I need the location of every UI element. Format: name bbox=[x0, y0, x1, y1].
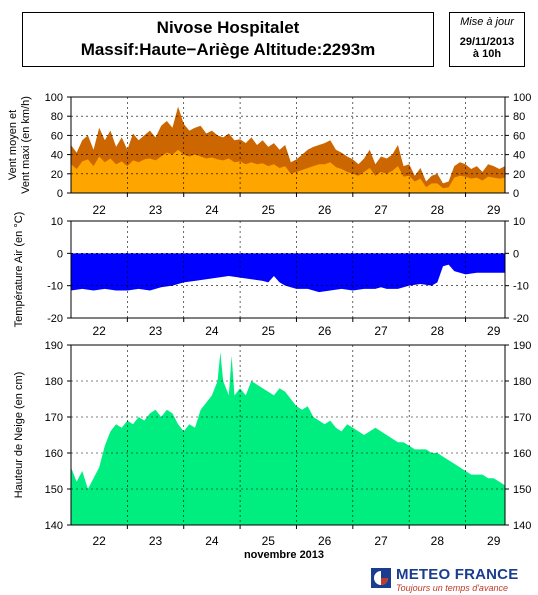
y-tick-label-left: 190 bbox=[45, 340, 63, 352]
y-tick-label-left: 40 bbox=[51, 150, 63, 162]
wind-y-axis-label-line: Vent maxi (en km/h) bbox=[20, 96, 32, 194]
day-label: 27 bbox=[374, 534, 388, 548]
y-tick-label-left: 80 bbox=[51, 111, 63, 123]
day-label: 22 bbox=[93, 203, 107, 217]
y-tick-label-right: 140 bbox=[513, 520, 531, 532]
month-label: novembre 2013 bbox=[244, 549, 324, 561]
y-tick-label-right: 40 bbox=[513, 150, 525, 162]
y-tick-label-left: 180 bbox=[45, 376, 63, 388]
wind-y-axis-label: Vent moyen etVent maxi (en km/h) bbox=[7, 96, 32, 194]
y-tick-label-left: 100 bbox=[45, 92, 63, 104]
day-label: 28 bbox=[431, 324, 445, 338]
day-label: 24 bbox=[205, 324, 219, 338]
day-label: 26 bbox=[318, 324, 332, 338]
y-tick-label-right: 190 bbox=[513, 340, 531, 352]
station-title-box: Nivose Hospitalet Massif:Haute−Ariège Al… bbox=[22, 12, 434, 67]
snow-y-axis-label: Hauteur de Neige (en cm) bbox=[13, 372, 25, 499]
y-tick-label-left: 0 bbox=[57, 248, 63, 260]
panel-frame bbox=[70, 220, 506, 319]
day-label: 29 bbox=[487, 534, 501, 548]
panel-frame bbox=[70, 344, 506, 526]
y-tick-label-left: 140 bbox=[45, 520, 63, 532]
day-label: 26 bbox=[318, 203, 332, 217]
day-label: 24 bbox=[205, 203, 219, 217]
temperature-area bbox=[71, 253, 505, 293]
y-tick-label-right: 170 bbox=[513, 412, 531, 424]
meteo-france-logo: METEO FRANCE Toujours un temps d'avance bbox=[371, 566, 531, 593]
day-label: 24 bbox=[205, 534, 219, 548]
y-tick-label-left: 170 bbox=[45, 412, 63, 424]
y-tick-label-right: 100 bbox=[513, 92, 531, 104]
y-tick-label-left: 0 bbox=[57, 188, 63, 200]
y-tick-label-right: 150 bbox=[513, 484, 531, 496]
y-tick-label-left: 10 bbox=[51, 216, 63, 228]
day-label: 28 bbox=[431, 534, 445, 548]
y-tick-label-right: 60 bbox=[513, 130, 525, 142]
y-tick-label-right: 0 bbox=[513, 188, 519, 200]
panel-frame bbox=[70, 96, 506, 194]
day-label: 25 bbox=[262, 324, 276, 338]
y-tick-label-left: 20 bbox=[51, 169, 63, 181]
update-time: à 10h bbox=[472, 48, 502, 60]
station-name: Nivose Hospitalet bbox=[156, 18, 300, 37]
meteo-france-logo-icon bbox=[371, 568, 391, 588]
y-tick-label-right: 10 bbox=[513, 216, 525, 228]
day-label: 26 bbox=[318, 534, 332, 548]
y-tick-label-right: -20 bbox=[513, 313, 529, 325]
logo-name: METEO FRANCE bbox=[396, 566, 519, 583]
update-label: Mise à jour bbox=[460, 16, 514, 28]
y-tick-label-right: 20 bbox=[513, 169, 525, 181]
update-box: Mise à jour 29/11/2013 à 10h bbox=[449, 12, 525, 67]
y-tick-label-left: -10 bbox=[47, 281, 63, 293]
y-tick-label-right: 0 bbox=[513, 248, 519, 260]
y-tick-label-right: 80 bbox=[513, 111, 525, 123]
day-label: 25 bbox=[262, 534, 276, 548]
day-label: 28 bbox=[431, 203, 445, 217]
y-tick-label-right: -10 bbox=[513, 281, 529, 293]
day-label: 27 bbox=[374, 324, 388, 338]
temperature-y-axis-label: Température Air (en °C) bbox=[13, 212, 25, 328]
day-label: 27 bbox=[374, 203, 388, 217]
day-label: 29 bbox=[487, 203, 501, 217]
day-label: 23 bbox=[149, 203, 163, 217]
day-label: 22 bbox=[93, 534, 107, 548]
y-tick-label-left: 150 bbox=[45, 484, 63, 496]
day-label: 22 bbox=[93, 324, 107, 338]
day-label: 23 bbox=[149, 534, 163, 548]
y-tick-label-right: 160 bbox=[513, 448, 531, 460]
day-label: 23 bbox=[149, 324, 163, 338]
wind-mean-area bbox=[71, 149, 505, 193]
logo-tagline: Toujours un temps d'avance bbox=[396, 583, 508, 593]
y-tick-label-left: -20 bbox=[47, 313, 63, 325]
day-label: 25 bbox=[262, 203, 276, 217]
snow-depth-area bbox=[71, 352, 505, 525]
wind-y-axis-label-line: Vent moyen et bbox=[7, 110, 19, 180]
update-date: 29/11/2013 bbox=[459, 36, 515, 48]
station-location: Massif:Haute−Ariège Altitude:2293m bbox=[80, 40, 376, 59]
day-label: 29 bbox=[487, 324, 501, 338]
y-tick-label-left: 60 bbox=[51, 130, 63, 142]
y-tick-label-left: 160 bbox=[45, 448, 63, 460]
y-tick-label-right: 180 bbox=[513, 376, 531, 388]
